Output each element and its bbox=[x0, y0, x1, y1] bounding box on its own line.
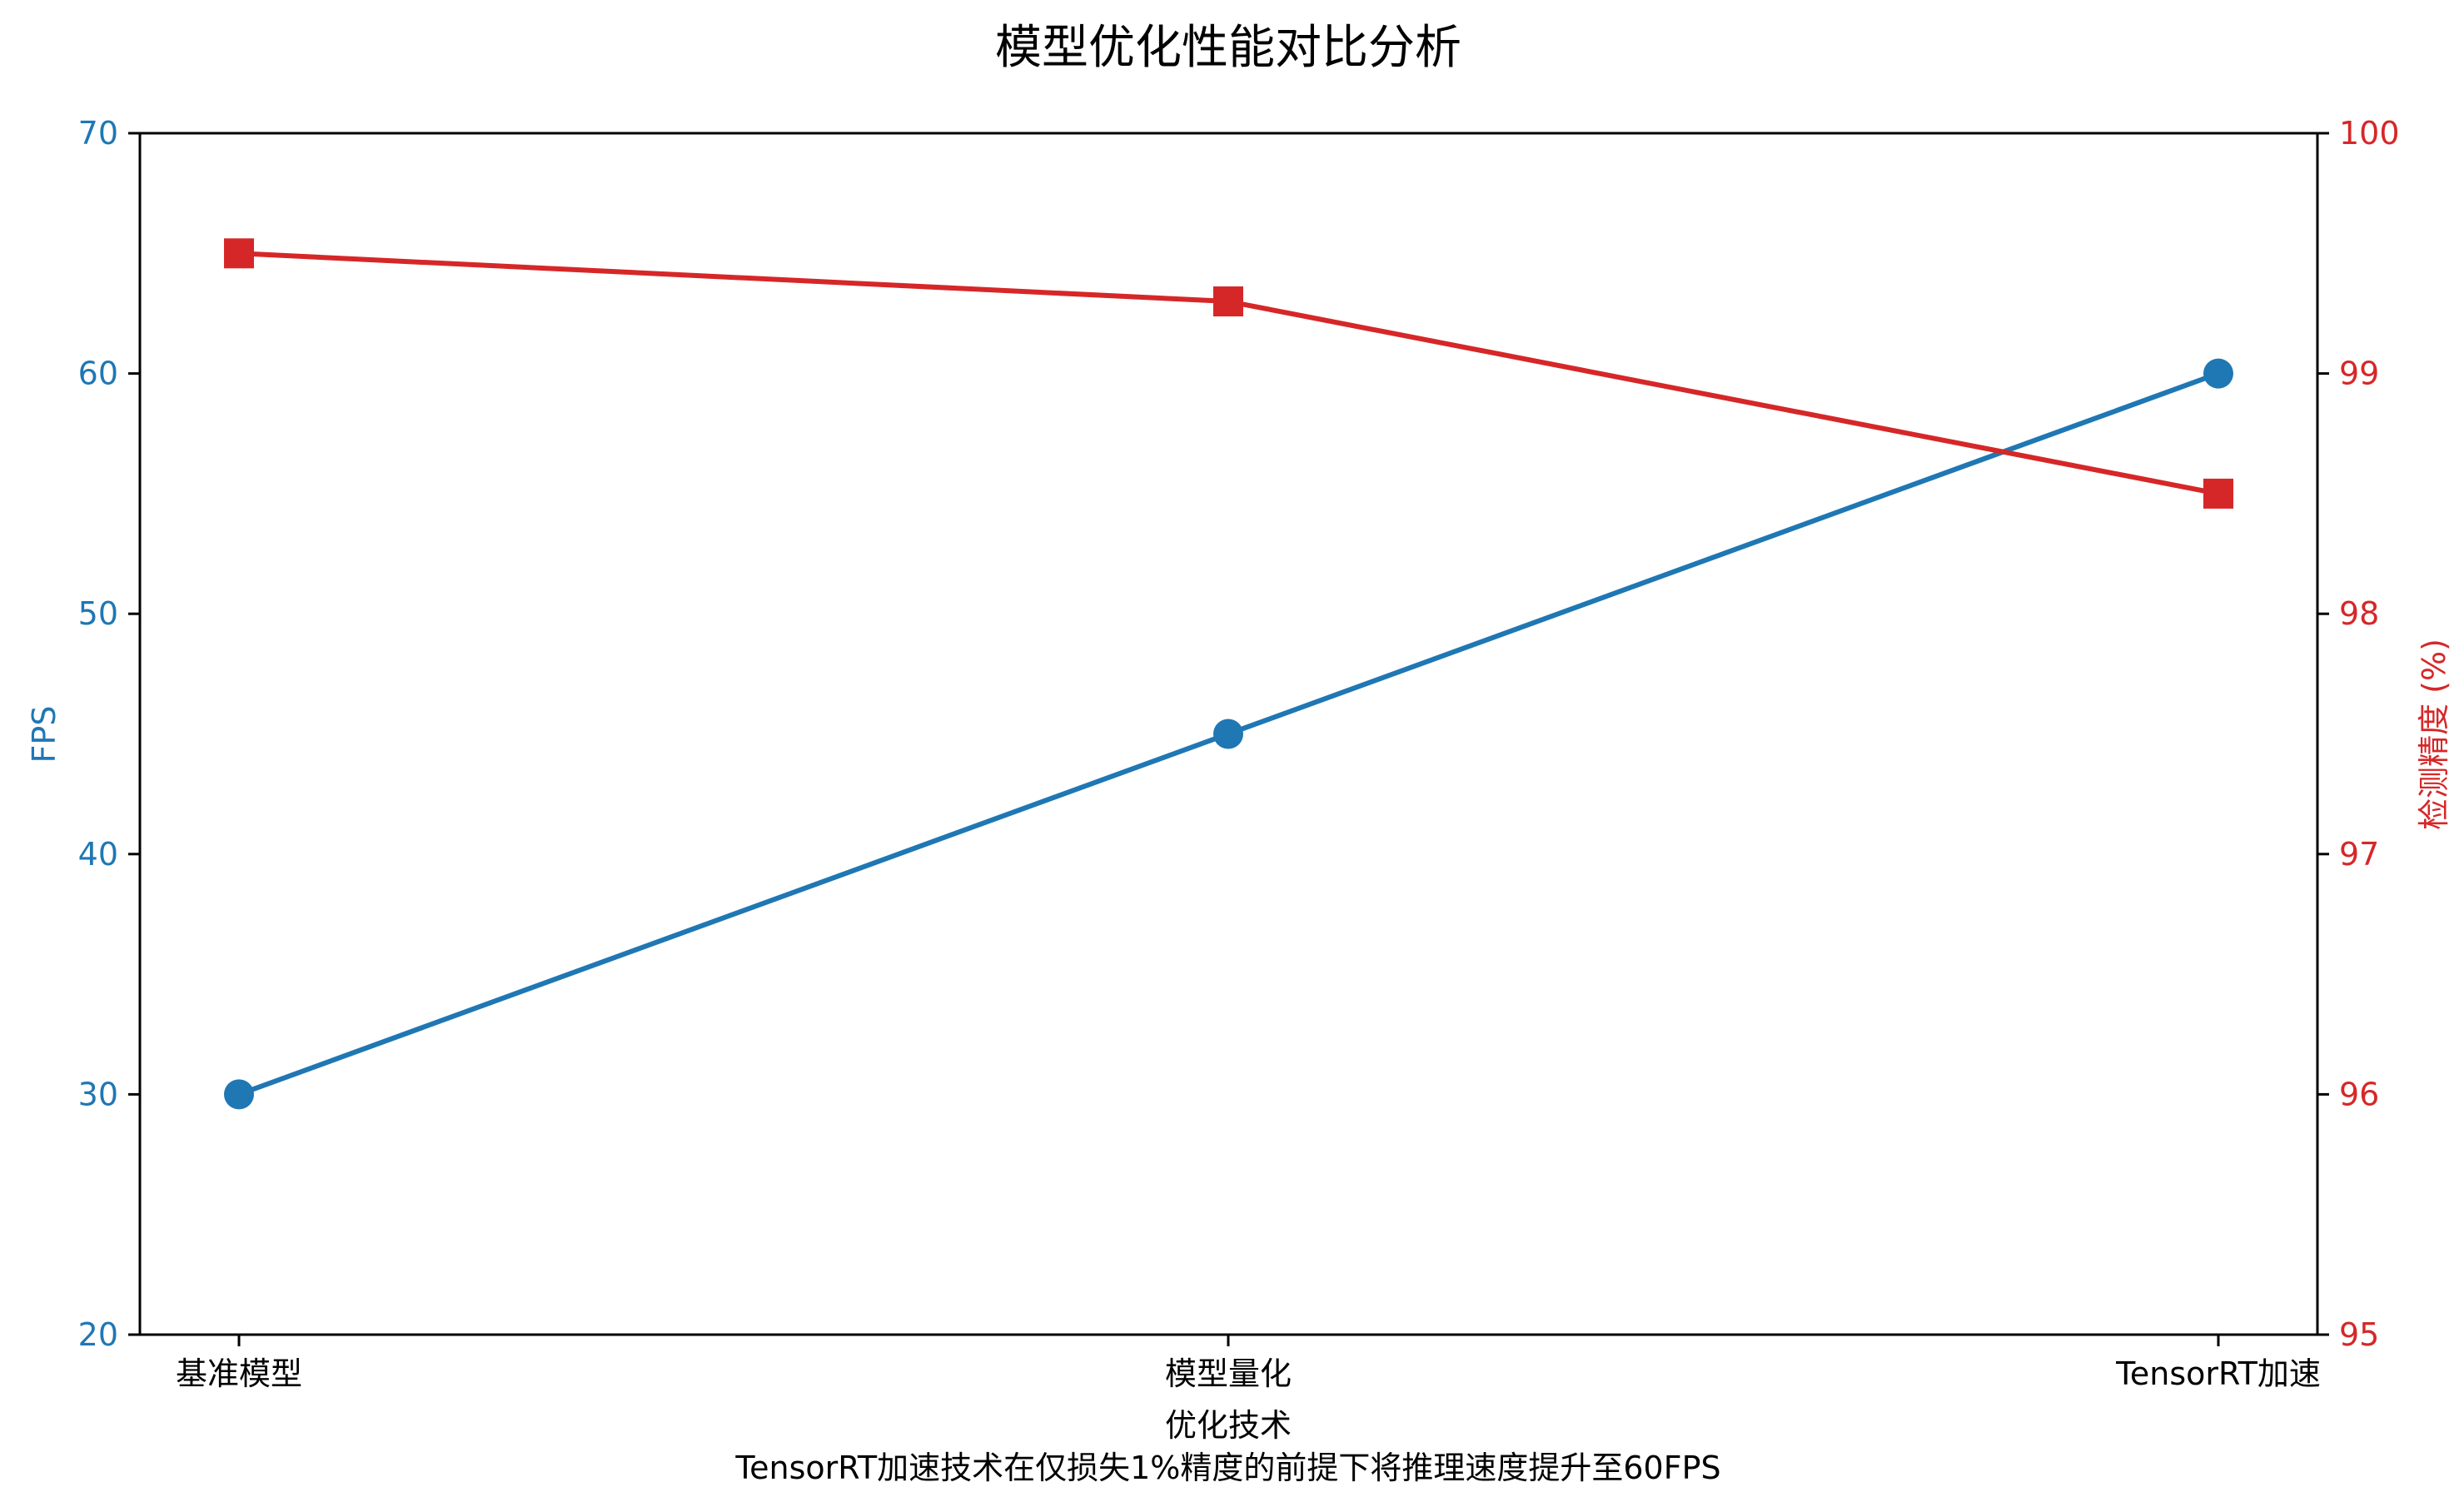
x-tick-label: TensorRT加速 bbox=[2115, 1355, 2321, 1392]
right-y-tick-label: 98 bbox=[2339, 595, 2379, 632]
fps-point bbox=[224, 1079, 254, 1110]
right-y-tick-label: 99 bbox=[2339, 356, 2379, 392]
right-y-axis-ticks: 95 96 97 98 99 100 bbox=[2317, 115, 2400, 1353]
left-y-tick-label: 40 bbox=[78, 836, 118, 873]
accuracy-point bbox=[1213, 286, 1243, 317]
accuracy-point bbox=[224, 238, 254, 269]
left-y-tick-label: 20 bbox=[78, 1316, 118, 1353]
fps-point bbox=[1213, 719, 1243, 749]
left-y-tick-label: 30 bbox=[78, 1076, 118, 1112]
chart-caption: TensorRT加速技术在仅损失1%精度的前提下将推理速度提升至60FPS bbox=[734, 1450, 1720, 1486]
left-y-tick-label: 50 bbox=[78, 595, 118, 632]
fps-point bbox=[2203, 358, 2233, 389]
x-axis-label: 优化技术 bbox=[1165, 1407, 1292, 1444]
left-y-axis-ticks: 20 30 40 50 60 70 bbox=[78, 115, 140, 1353]
left-y-tick-label: 70 bbox=[78, 115, 118, 152]
left-y-tick-label: 60 bbox=[78, 356, 118, 392]
accuracy-point bbox=[2203, 478, 2233, 509]
right-y-tick-label: 97 bbox=[2339, 836, 2379, 873]
x-tick-label: 模型量化 bbox=[1165, 1355, 1292, 1392]
left-y-axis-label: FPS bbox=[26, 706, 62, 763]
chart-title: 模型优化性能对比分析 bbox=[995, 21, 1461, 75]
right-y-axis-label: 检测精度 (%) bbox=[2416, 639, 2452, 830]
right-y-tick-label: 95 bbox=[2339, 1316, 2379, 1353]
right-y-tick-label: 96 bbox=[2339, 1076, 2379, 1112]
x-tick-label: 基准模型 bbox=[176, 1355, 302, 1392]
right-y-tick-label: 100 bbox=[2339, 115, 2400, 152]
series-layer bbox=[224, 238, 2233, 1110]
x-axis-ticks: 基准模型 模型量化 TensorRT加速 bbox=[176, 1335, 2321, 1392]
